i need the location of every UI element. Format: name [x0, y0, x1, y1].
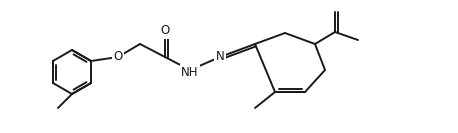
Text: O: O: [160, 24, 169, 38]
Text: NH: NH: [181, 65, 199, 78]
Text: N: N: [216, 51, 224, 63]
Text: O: O: [114, 51, 123, 63]
